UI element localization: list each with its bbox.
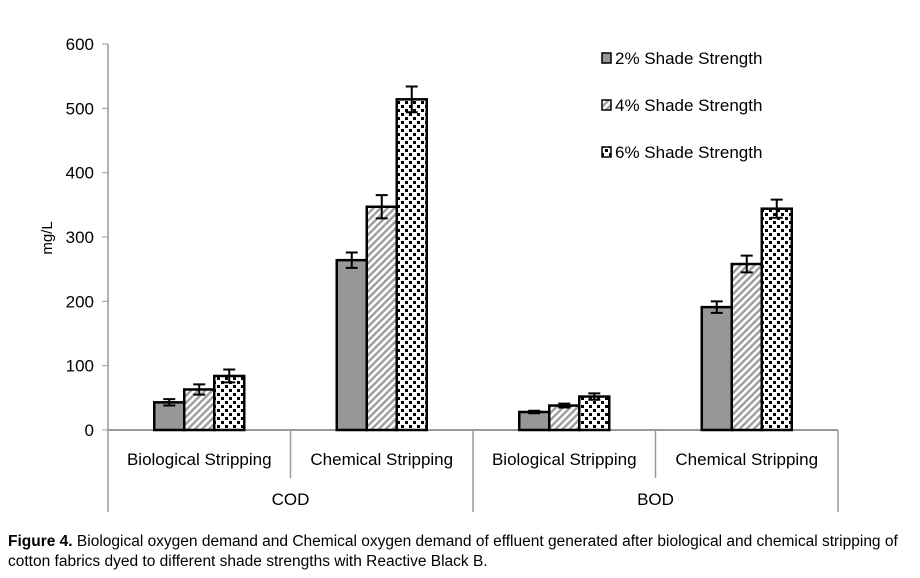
bar-dots xyxy=(395,98,428,432)
y-tick-label: 600 xyxy=(66,35,94,54)
bar-solid xyxy=(700,305,733,432)
y-tick-label: 200 xyxy=(66,292,94,311)
error-bar xyxy=(770,198,783,219)
error-bar xyxy=(588,392,601,401)
error-bar xyxy=(345,251,358,269)
legend-label: 4% Shade Strength xyxy=(615,96,762,115)
error-bar xyxy=(558,402,571,409)
caption-text: Biological oxygen demand and Chemical ox… xyxy=(8,533,898,570)
bar-diagonal xyxy=(365,205,398,432)
error-bar xyxy=(740,254,753,274)
y-tick-label: 100 xyxy=(66,357,94,376)
y-axis-label: mg/L xyxy=(39,221,56,254)
bar-dots xyxy=(213,374,246,432)
y-tick-label: 300 xyxy=(66,228,94,247)
x-tick-label: Biological Stripping xyxy=(492,450,637,469)
bar-solid xyxy=(518,410,551,432)
error-bar xyxy=(528,409,541,415)
legend-swatch xyxy=(601,52,612,64)
error-bar xyxy=(710,300,723,314)
y-tick-label: 400 xyxy=(66,164,94,183)
legend-label: 6% Shade Strength xyxy=(615,143,762,162)
bar-dots xyxy=(578,395,611,432)
bar-diagonal xyxy=(548,404,581,432)
x-tick-label: Chemical Stripping xyxy=(310,450,453,469)
bar-chart: 0 100 200 300 400 500 600 Biological Stripping C… xyxy=(39,35,839,512)
error-bar xyxy=(405,85,418,114)
caption-label: Figure 4. xyxy=(8,533,73,550)
group-label: COD xyxy=(272,490,310,509)
legend-swatch xyxy=(601,99,612,111)
error-bar xyxy=(223,368,236,384)
x-tick-label: Biological Stripping xyxy=(127,450,272,469)
error-bar xyxy=(193,383,206,396)
error-bar xyxy=(163,398,176,407)
legend-label: 2% Shade Strength xyxy=(615,49,762,68)
error-bar xyxy=(375,194,388,220)
bar-solid xyxy=(335,258,368,432)
bar-diagonal xyxy=(730,262,763,432)
legend-swatch xyxy=(601,146,612,158)
bar-dots xyxy=(760,207,793,432)
group-label: BOD xyxy=(637,490,674,509)
y-tick-label: 0 xyxy=(85,421,94,440)
x-tick-label: Chemical Stripping xyxy=(675,450,818,469)
bar-diagonal xyxy=(183,388,216,432)
figure-caption: Figure 4. Biological oxygen demand and C… xyxy=(8,532,913,572)
y-tick-label: 500 xyxy=(66,99,94,118)
